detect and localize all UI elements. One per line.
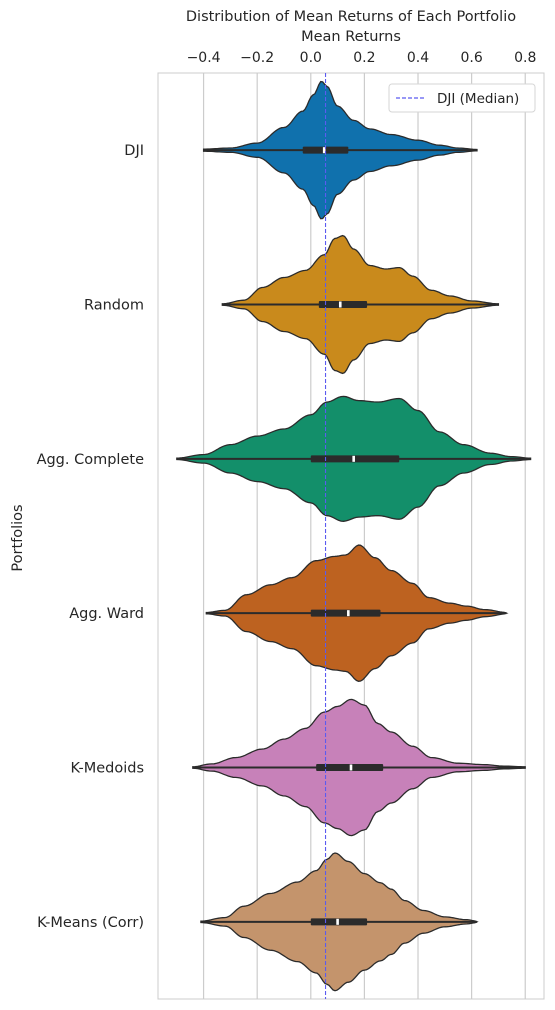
violin-iqr-box: [310, 918, 368, 926]
x-tick-label: 0.6: [460, 50, 482, 66]
violin-median-marker: [336, 918, 339, 925]
x-tick-label: −0.4: [187, 50, 221, 66]
violin-iqr-box: [316, 764, 384, 771]
y-axis-ticks: DJI Random Agg. Complete Agg. Ward K-Medoids…: [37, 143, 145, 931]
violin-iqr-box: [302, 146, 349, 154]
violin-iqr-box: [310, 455, 400, 463]
violin-iqr-box: [318, 301, 368, 308]
x-axis-ticks: −0.4 −0.2 0.0 0.2 0.4 0.6 0.8: [187, 50, 537, 66]
x-axis-label: Mean Returns: [301, 29, 401, 45]
x-tick-label: −0.2: [240, 50, 274, 66]
legend-box: [388, 83, 536, 113]
violins: [176, 80, 532, 992]
x-tick-label: 0.4: [407, 50, 429, 66]
y-tick-label: K-Means (Corr): [37, 915, 144, 931]
x-tick-label: 0.0: [300, 50, 322, 66]
grid-lines: [202, 73, 526, 999]
y-tick-label: Agg. Ward: [69, 606, 144, 622]
y-tick-label: K-Medoids: [70, 761, 144, 777]
legend-label: DJI (Median): [437, 91, 519, 107]
violin-median-marker: [347, 610, 350, 617]
chart-title: Distribution of Mean Returns of Each Por…: [186, 9, 516, 25]
y-tick-label: Random: [84, 298, 144, 314]
violin-median-marker: [349, 764, 353, 771]
y-tick-label: Agg. Complete: [37, 452, 145, 468]
x-tick-label: 0.2: [353, 50, 375, 66]
x-tick-label: 0.8: [514, 50, 536, 66]
violin-iqr-box: [310, 609, 381, 617]
violin-median-marker: [322, 147, 326, 154]
legend: DJI (Median): [388, 83, 536, 113]
violin-median-marker: [352, 455, 355, 462]
plot-area: [157, 72, 545, 1000]
y-axis-label: Portfolios: [10, 504, 26, 571]
y-tick-label: DJI: [124, 143, 144, 159]
violin-median-marker: [338, 301, 342, 308]
